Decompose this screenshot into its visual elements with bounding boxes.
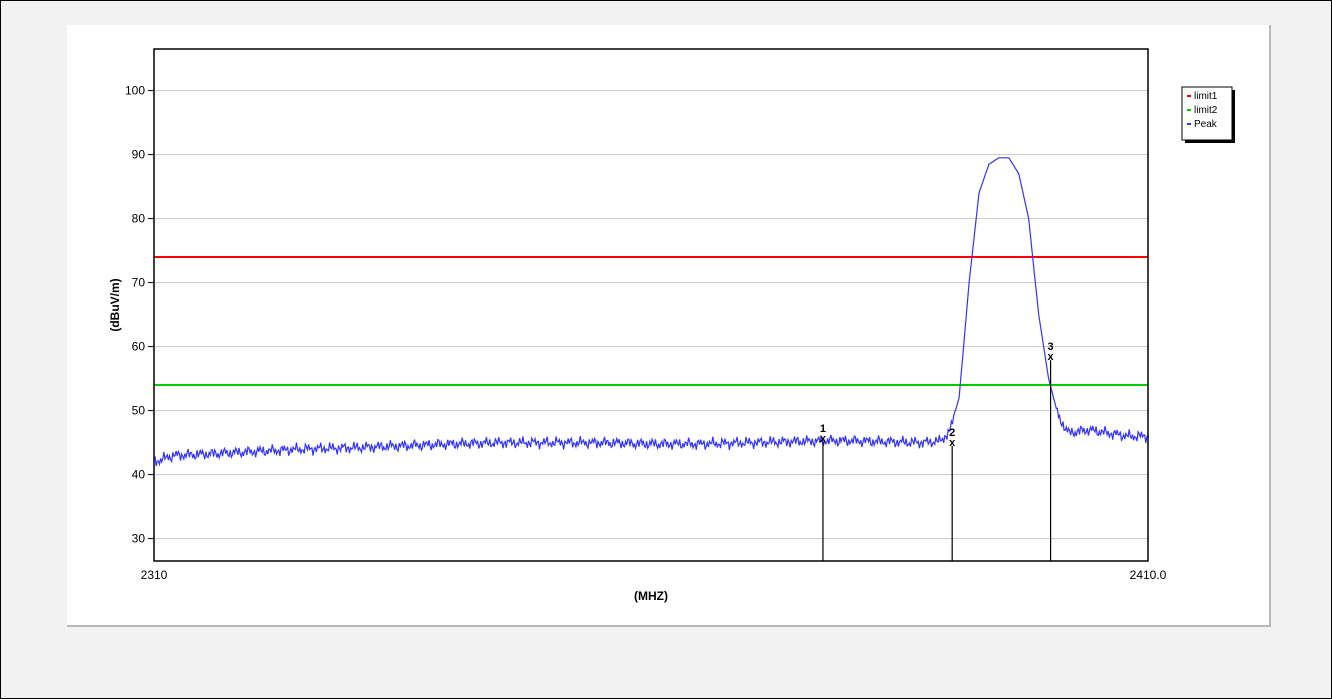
marker-label: 1 — [820, 423, 826, 435]
x-axis-ticks: 2310 2410.0 — [141, 568, 1167, 582]
legend-entry: limit2 — [1194, 105, 1218, 116]
legend-entry: limit1 — [1194, 91, 1218, 102]
legend-entry: Peak — [1194, 119, 1218, 130]
series-layer — [153, 157, 1149, 467]
y-tick-label: 70 — [132, 276, 146, 290]
x-tick-label: 2410.0 — [1130, 568, 1167, 582]
marker-x-symbol: x — [949, 437, 956, 449]
y-tick-label: 100 — [125, 84, 145, 98]
marker-x-symbol: x — [1048, 351, 1055, 363]
marker-label: 2 — [949, 427, 955, 439]
y-tick-label: 40 — [132, 468, 146, 482]
series-line-peak — [153, 157, 1149, 467]
marker-label: 3 — [1048, 341, 1054, 353]
y-tick-label: 60 — [132, 340, 146, 354]
y-tick-label: 30 — [132, 532, 146, 546]
legend: limit1 limit2 Peak — [1181, 86, 1235, 143]
marker-x-symbol: x — [820, 433, 827, 445]
y-axis-ticks: 30 40 50 60 70 80 90 100 — [125, 84, 154, 546]
y-tick-label: 50 — [132, 404, 146, 418]
plot-area-frame — [153, 48, 1149, 562]
x-tick-label: 2310 — [141, 568, 168, 582]
y-tick-label: 80 — [132, 212, 146, 226]
x-axis-label: (MHZ) — [634, 589, 668, 603]
y-tick-label: 90 — [132, 148, 146, 162]
y-axis-label: (dBuV/m) — [108, 278, 122, 331]
grid-lines — [154, 90, 1148, 540]
